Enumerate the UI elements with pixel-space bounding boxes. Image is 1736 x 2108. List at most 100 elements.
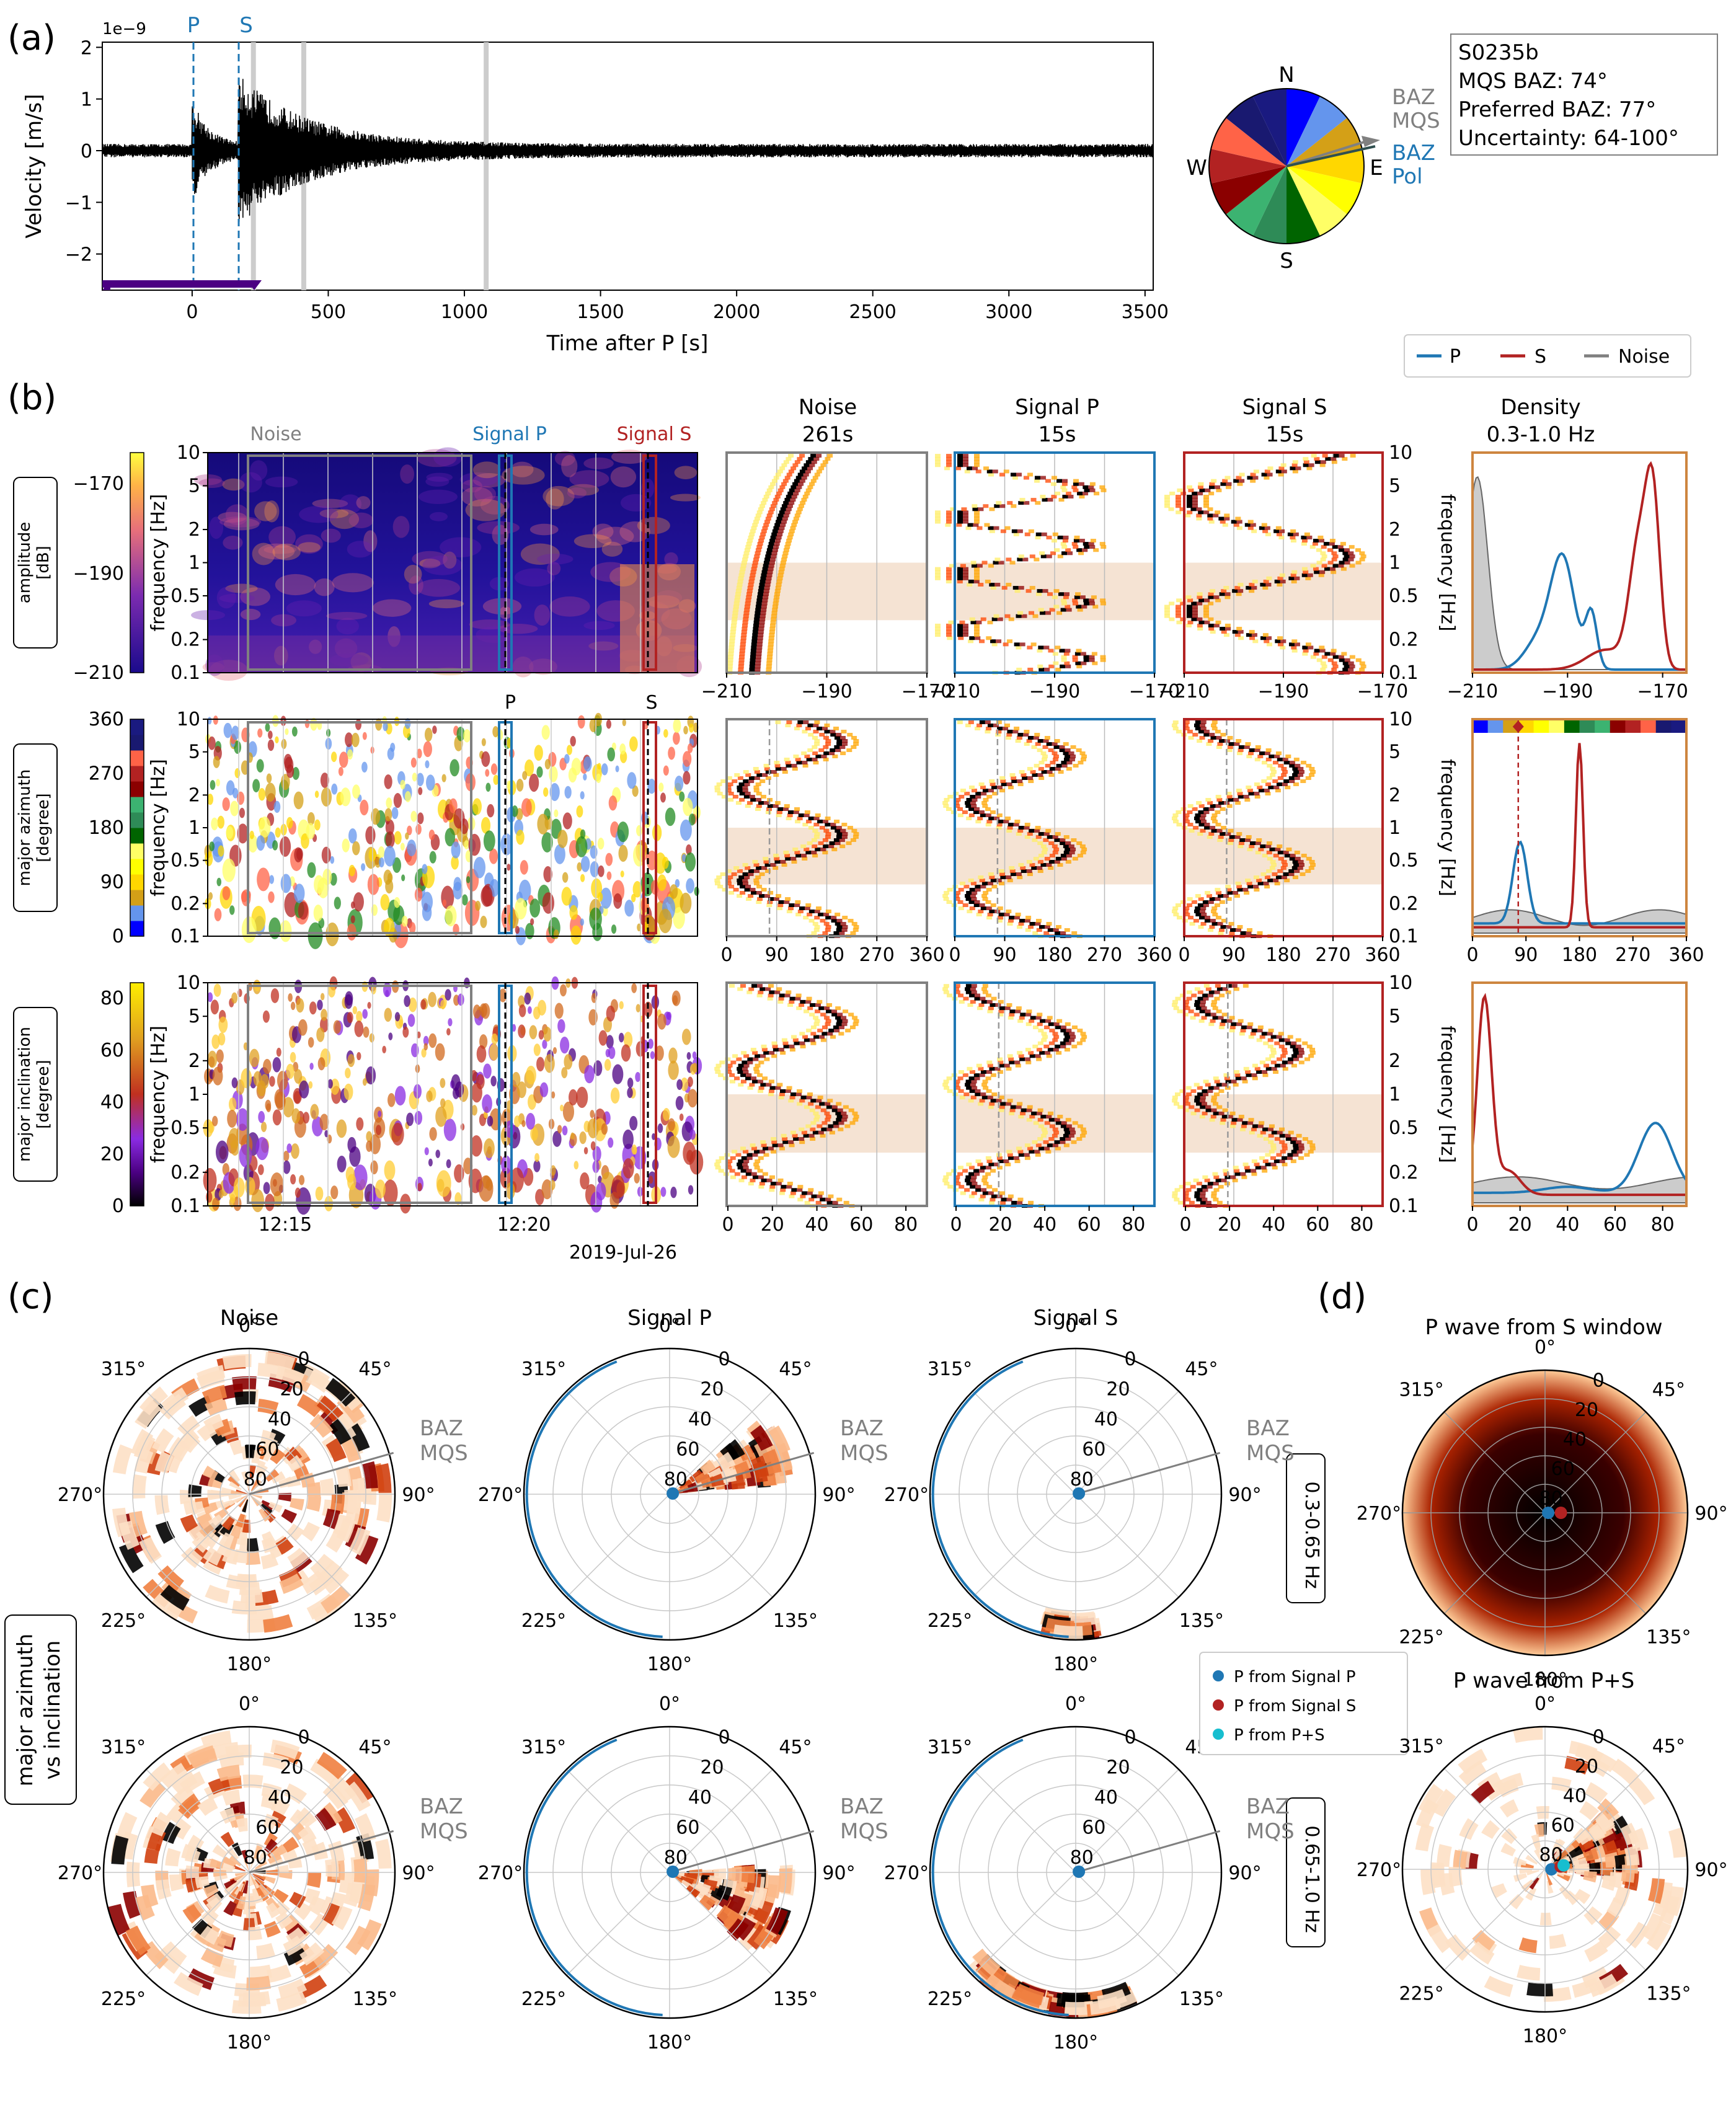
hist-cell [997, 727, 1003, 730]
hist-cell [1064, 661, 1070, 665]
hist-cell [1183, 1099, 1189, 1103]
hist-cell [1034, 764, 1040, 768]
hist-cell [1251, 1169, 1257, 1173]
spec-blob [258, 1164, 264, 1176]
hist-cell [840, 922, 846, 926]
hist-cell [1074, 595, 1080, 600]
hist-cell [1277, 844, 1283, 848]
hist-cell [946, 454, 952, 458]
hist-1-2: 0 90 180 270 360 [1172, 718, 1401, 966]
hist-cell [1313, 539, 1319, 542]
hist-cell [773, 601, 779, 606]
baz-uncertainty: Uncertainty: 64-100° [1458, 126, 1679, 151]
hist-cell [1018, 863, 1024, 867]
hist-cell [753, 1162, 760, 1167]
hist-cell [1060, 664, 1066, 668]
spec-blob [672, 995, 678, 1005]
spec-blob [255, 1136, 269, 1161]
ytick-label-2: 0 [81, 141, 92, 162]
hist-cell [970, 1178, 976, 1182]
hist-cell [801, 1191, 807, 1195]
hist-cell [1344, 658, 1350, 662]
hist-cell [1198, 804, 1205, 808]
hist-cell [717, 885, 724, 888]
hist-cell [1270, 1060, 1277, 1065]
hist-cell [1200, 1099, 1206, 1103]
spec-blob [272, 543, 301, 560]
hist-cell [1024, 1143, 1030, 1148]
compass-rim [1208, 88, 1365, 244]
spec-blob [258, 543, 295, 560]
hist-cell [779, 466, 786, 471]
hist-cell [836, 835, 842, 839]
hist-cell [751, 1172, 757, 1176]
hist-cell [781, 463, 787, 467]
spec-blob [339, 494, 362, 514]
hist-cell [935, 576, 941, 580]
hist-cell [1238, 795, 1244, 799]
hist-cell [1076, 604, 1082, 609]
hist-cell [1172, 727, 1179, 730]
hist-cell [794, 851, 800, 854]
hist-cell [974, 807, 980, 811]
hist-cell [1007, 826, 1013, 830]
hist-cell [1036, 592, 1042, 596]
hist-cell [841, 823, 848, 826]
dens-xtick: 20 [1508, 1214, 1532, 1236]
hist-cell [981, 999, 987, 1004]
density-s-1 [1472, 743, 1686, 929]
hist-cell [836, 1115, 843, 1118]
hist-cell [831, 916, 837, 919]
hist-cell [1017, 782, 1024, 786]
hist-cell [1273, 529, 1280, 533]
rfreq-label: 0.1 [1389, 926, 1419, 947]
hist-cell [974, 457, 980, 461]
hist-cell [954, 897, 960, 901]
hist-cell [1283, 761, 1290, 764]
hist-cell [1190, 1089, 1197, 1093]
polar-cell [234, 1391, 256, 1406]
hist-cell [1065, 664, 1071, 668]
hist-cell [753, 879, 760, 882]
hist-cell [1079, 595, 1086, 600]
hist-cell [1254, 782, 1260, 786]
hist-cell [819, 826, 825, 830]
spec-blob [313, 905, 323, 922]
hist-cell [975, 820, 981, 823]
hist-cell [1017, 611, 1024, 615]
hist-cell [1047, 592, 1053, 596]
hist-cell [769, 627, 776, 631]
spec-blob [384, 1008, 392, 1022]
hist-cell [838, 1032, 844, 1036]
hist-cell [1197, 739, 1203, 743]
polar-cell [250, 1479, 260, 1492]
spec-blob [428, 829, 435, 841]
hist-cell [808, 910, 815, 913]
hist-cell [1011, 1200, 1017, 1205]
hist-cell [1185, 623, 1192, 627]
spec-blob [668, 746, 675, 760]
hist-cell [1025, 589, 1032, 593]
hist-cell [1254, 1162, 1260, 1167]
hist-cell [1066, 761, 1073, 764]
hist-cell [1062, 495, 1068, 498]
dens-xtick: −210 [1447, 681, 1498, 702]
hist-cell [1024, 826, 1030, 830]
spec-blob [620, 870, 624, 878]
hist-cell [1239, 479, 1245, 483]
hist-cell [1061, 488, 1068, 492]
hist-cell [836, 1022, 842, 1026]
hist-cell [836, 919, 843, 923]
c-title-sigp: Signal P [627, 1306, 712, 1331]
hist-cell [742, 863, 748, 867]
hist-cell [1196, 513, 1202, 518]
hist-cell [776, 516, 782, 521]
spec-blob [580, 791, 585, 800]
hist-cell [1050, 551, 1056, 556]
hist-cell [1265, 1057, 1272, 1061]
spec-blob [552, 1047, 557, 1055]
hist-cell [826, 1200, 833, 1205]
hist-cell [1324, 652, 1331, 656]
hist-cell [807, 485, 813, 489]
hist-cell [1271, 1130, 1277, 1135]
